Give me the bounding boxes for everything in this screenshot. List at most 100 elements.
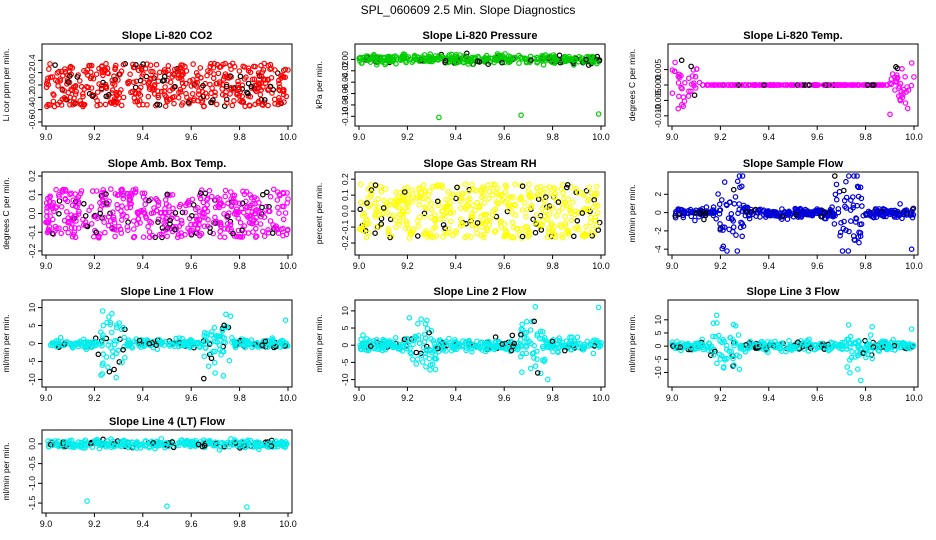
data-point (229, 102, 236, 109)
data-point (221, 234, 228, 241)
data-point (806, 82, 813, 88)
data-point (593, 183, 600, 190)
data-point (752, 82, 759, 88)
data-point (131, 95, 138, 101)
x-tick-label: 9.2 (401, 393, 414, 403)
x-tick-label: 9.4 (137, 132, 150, 142)
data-point (587, 214, 594, 221)
data-point (527, 327, 534, 333)
data-point (172, 83, 178, 90)
x-tick-label: 9.6 (498, 132, 511, 142)
data-point (235, 78, 241, 85)
data-point (165, 63, 172, 69)
panel-title: Slope Line 4 (LT) Flow (109, 416, 225, 428)
data-point (90, 75, 97, 82)
data-point (152, 73, 159, 79)
data-point (161, 73, 168, 80)
data-point (199, 99, 205, 106)
data-point (146, 84, 153, 90)
data-point (739, 82, 745, 88)
data-point (502, 51, 508, 57)
data-point (45, 101, 51, 108)
data-point (155, 78, 162, 85)
data-point (195, 72, 201, 79)
data-point (224, 100, 230, 106)
data-point (58, 230, 65, 237)
data-point (460, 59, 467, 65)
data-point (377, 183, 384, 190)
data-point (217, 234, 223, 240)
data-point (133, 62, 139, 68)
data-point (739, 233, 746, 240)
data-point (484, 182, 491, 189)
data-point (275, 77, 282, 84)
data-point (68, 86, 74, 93)
data-point (127, 71, 133, 78)
data-point (360, 332, 366, 338)
data-point (272, 101, 278, 107)
data-point (412, 53, 418, 60)
x-tick-label: 9.8 (233, 519, 246, 529)
data-point (570, 233, 577, 240)
data-point (418, 316, 425, 323)
x-tick-label: 9.8 (546, 393, 559, 403)
x-tick-label: 9.4 (450, 132, 463, 142)
x-tick-label: 9.2 (401, 261, 414, 271)
data-point (274, 204, 281, 211)
data-point (237, 219, 244, 226)
data-point (179, 102, 185, 108)
data-point (534, 54, 540, 61)
data-point (777, 82, 784, 88)
data-point (432, 55, 439, 62)
panel-title: Slope Li-820 CO2 (122, 30, 212, 42)
y-tick-label: 5 (27, 323, 37, 328)
data-point (140, 71, 147, 77)
data-point (859, 203, 865, 209)
data-point (572, 56, 578, 63)
data-point (65, 89, 72, 96)
data-point (594, 60, 600, 67)
y-tick-label: -10 (27, 373, 37, 386)
data-point (512, 55, 519, 62)
data-point (481, 199, 488, 206)
x-tick-label: 9.2 (88, 393, 101, 403)
data-point (583, 223, 589, 230)
y-tick-label: 0 (340, 343, 350, 348)
data-point (679, 85, 685, 92)
data-point (516, 60, 522, 66)
data-point (669, 67, 676, 73)
data-point (393, 60, 399, 67)
data-point (209, 85, 215, 91)
data-point (113, 89, 120, 96)
data-point (469, 61, 476, 68)
y-tick-label: -0.2 (340, 235, 350, 250)
data-point (82, 213, 89, 219)
y-tick-label: 0.000 (653, 74, 663, 96)
data-point (216, 64, 223, 70)
y-tick-label: -0.1 (27, 225, 37, 240)
data-point (89, 91, 95, 98)
data-point (847, 82, 853, 88)
data-point (553, 213, 560, 219)
data-point (190, 202, 197, 208)
outlier-point (595, 304, 602, 311)
data-point (74, 74, 81, 80)
data-point (445, 189, 451, 195)
data-point (509, 219, 516, 226)
data-point (409, 187, 415, 193)
data-point (196, 88, 202, 94)
data-point (724, 248, 730, 254)
data-point (99, 63, 105, 70)
data-point (384, 209, 391, 216)
data-point (908, 82, 915, 89)
x-tick-label: 9.8 (546, 132, 559, 142)
data-point (267, 193, 274, 200)
data-point (908, 60, 915, 66)
data-point (525, 181, 532, 188)
data-point (125, 80, 132, 87)
data-point (547, 211, 553, 217)
x-tick-label: 9.6 (185, 393, 198, 403)
y-tick-label: 0.2 (27, 170, 37, 182)
